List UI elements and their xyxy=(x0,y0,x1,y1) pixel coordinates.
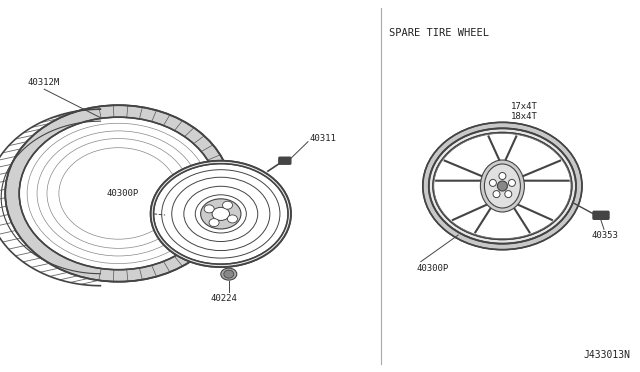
Ellipse shape xyxy=(508,179,515,186)
Ellipse shape xyxy=(493,190,500,198)
Text: 40300P: 40300P xyxy=(106,189,139,198)
Ellipse shape xyxy=(224,270,234,278)
Ellipse shape xyxy=(429,128,576,244)
Text: SPARE TIRE WHEEL: SPARE TIRE WHEEL xyxy=(388,28,489,38)
Text: 40224: 40224 xyxy=(211,294,237,303)
Text: 40353: 40353 xyxy=(592,231,619,240)
Ellipse shape xyxy=(499,173,506,180)
FancyBboxPatch shape xyxy=(279,157,291,164)
Ellipse shape xyxy=(223,201,232,209)
Ellipse shape xyxy=(423,122,582,250)
Text: 40311: 40311 xyxy=(310,134,337,143)
Ellipse shape xyxy=(212,207,230,221)
Ellipse shape xyxy=(433,132,572,240)
Ellipse shape xyxy=(505,190,512,198)
Ellipse shape xyxy=(154,164,288,264)
Ellipse shape xyxy=(434,133,571,239)
Text: 40300P: 40300P xyxy=(417,264,449,273)
Ellipse shape xyxy=(150,161,291,267)
Ellipse shape xyxy=(484,164,520,208)
Ellipse shape xyxy=(204,205,214,213)
Ellipse shape xyxy=(227,215,237,223)
Text: J433013N: J433013N xyxy=(583,350,630,360)
Ellipse shape xyxy=(490,179,497,186)
Ellipse shape xyxy=(5,105,232,282)
Text: 40312M: 40312M xyxy=(28,78,60,87)
Ellipse shape xyxy=(19,117,218,270)
Ellipse shape xyxy=(497,181,508,191)
Ellipse shape xyxy=(481,160,524,212)
Ellipse shape xyxy=(201,199,241,229)
Ellipse shape xyxy=(209,219,219,227)
FancyBboxPatch shape xyxy=(593,211,609,219)
Ellipse shape xyxy=(221,268,237,280)
Text: 18x4T: 18x4T xyxy=(511,112,537,121)
Text: 17x4T: 17x4T xyxy=(511,102,537,111)
